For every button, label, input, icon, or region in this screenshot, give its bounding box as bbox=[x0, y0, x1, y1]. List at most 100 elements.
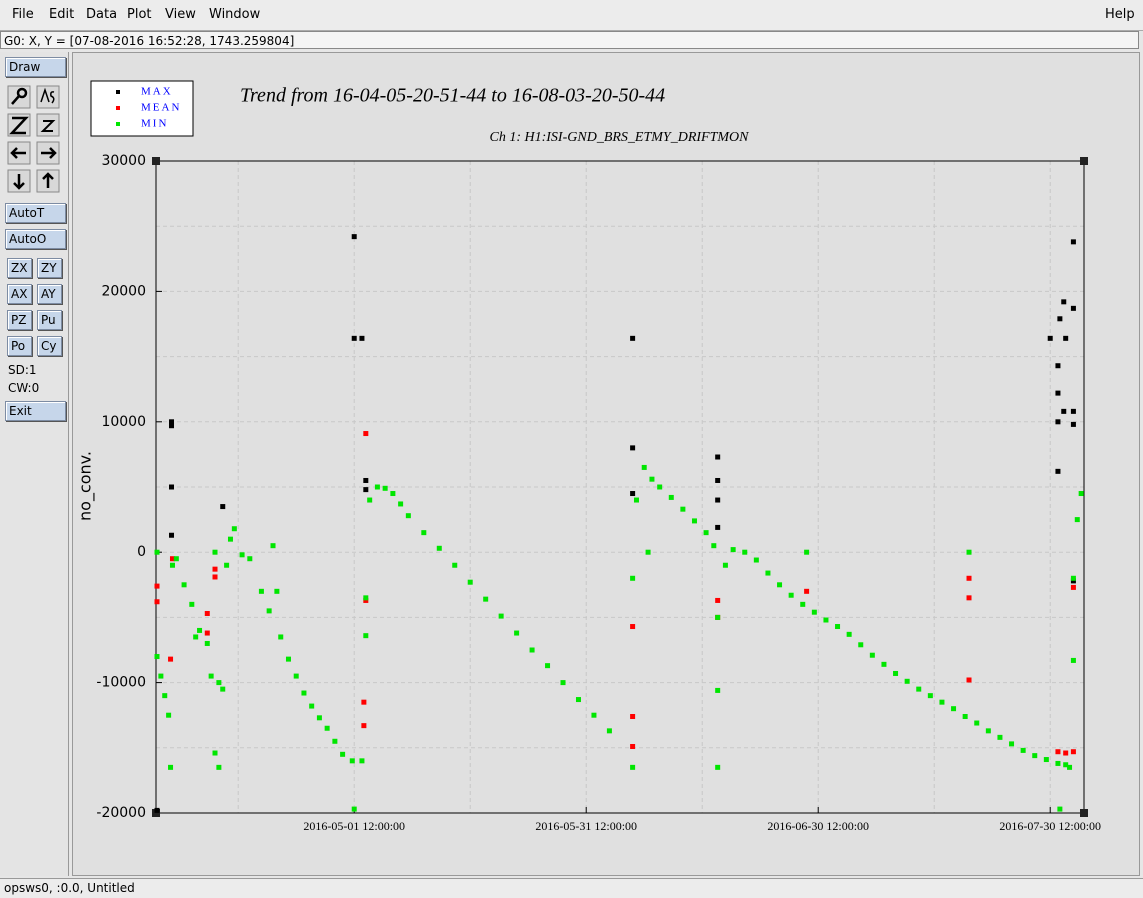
data-point bbox=[154, 654, 160, 660]
data-point bbox=[630, 335, 636, 341]
grid-button[interactable]: ZY bbox=[37, 258, 62, 278]
data-point bbox=[220, 686, 226, 692]
y-axis-label: no_conv. bbox=[76, 451, 96, 521]
data-point bbox=[285, 656, 291, 662]
data-point bbox=[641, 464, 647, 470]
data-point bbox=[1074, 517, 1080, 523]
status-line: G0: X, Y = [07-08-2016 16:52:28, 1743.25… bbox=[0, 31, 1139, 49]
data-point bbox=[1020, 747, 1026, 753]
data-point bbox=[1070, 408, 1076, 414]
legend-label: MIN bbox=[141, 118, 168, 130]
y-tick-label: 10000 bbox=[101, 414, 146, 430]
data-point bbox=[974, 720, 980, 726]
data-point bbox=[1009, 741, 1015, 747]
auto-button[interactable]: AutoO bbox=[5, 229, 66, 249]
grid-button[interactable]: Pu bbox=[37, 310, 62, 330]
data-point bbox=[204, 640, 210, 646]
data-point bbox=[966, 677, 972, 683]
menu-item[interactable]: Window bbox=[209, 7, 261, 22]
icon-buttons bbox=[7, 85, 60, 193]
data-point bbox=[361, 723, 367, 729]
data-point bbox=[212, 574, 218, 580]
menu-item[interactable]: Plot bbox=[127, 7, 152, 22]
data-point bbox=[1067, 764, 1073, 770]
data-point bbox=[363, 597, 369, 603]
data-point bbox=[301, 690, 307, 696]
data-point bbox=[657, 484, 663, 490]
data-point bbox=[316, 715, 322, 721]
data-point bbox=[351, 234, 357, 240]
data-point bbox=[1055, 419, 1061, 425]
x-tick-label: 2016-06-30 12:00:00 bbox=[767, 819, 869, 833]
data-point bbox=[1070, 657, 1076, 663]
data-point bbox=[227, 536, 233, 542]
y-tick-label: 30000 bbox=[101, 153, 146, 169]
menu-item[interactable]: View bbox=[165, 7, 196, 22]
data-point bbox=[367, 497, 373, 503]
data-point bbox=[1070, 584, 1076, 590]
data-point bbox=[742, 549, 748, 555]
data-point bbox=[560, 680, 566, 686]
auto-button[interactable]: AutoT bbox=[5, 203, 66, 223]
data-point bbox=[1055, 760, 1061, 766]
frame-corner bbox=[152, 157, 160, 165]
data-point bbox=[753, 557, 759, 563]
data-point bbox=[361, 699, 367, 705]
menu-item[interactable]: Data bbox=[86, 7, 118, 22]
toolbar: Draw AutoT AutoO ZX ZY AX AY PZ Pu Po Cy… bbox=[0, 52, 69, 876]
data-point bbox=[545, 663, 551, 669]
data-point bbox=[363, 595, 369, 601]
data-point bbox=[715, 687, 721, 693]
frame-corner bbox=[1080, 809, 1088, 817]
data-point bbox=[869, 652, 875, 658]
menu-item[interactable]: File bbox=[12, 7, 34, 22]
data-point bbox=[668, 494, 674, 500]
data-point bbox=[168, 656, 174, 662]
data-point bbox=[1055, 749, 1061, 755]
data-point bbox=[823, 617, 829, 623]
data-point bbox=[359, 335, 365, 341]
data-point bbox=[788, 592, 794, 598]
grid-button[interactable]: PZ bbox=[7, 310, 32, 330]
data-point bbox=[162, 693, 168, 699]
data-point bbox=[168, 764, 174, 770]
data-point bbox=[498, 613, 504, 619]
data-point bbox=[483, 596, 489, 602]
data-point bbox=[1078, 491, 1084, 497]
grid-button[interactable]: Po bbox=[7, 336, 32, 356]
data-point bbox=[1063, 762, 1069, 768]
data-point bbox=[1070, 578, 1076, 584]
data-point bbox=[1055, 363, 1061, 369]
menu-item[interactable]: Help bbox=[1105, 7, 1135, 22]
data-point bbox=[691, 518, 697, 524]
data-point bbox=[405, 513, 411, 519]
data-point bbox=[169, 556, 175, 562]
grid-button[interactable]: AX bbox=[7, 284, 32, 304]
info-label: CW:0 bbox=[8, 381, 40, 395]
data-point bbox=[722, 562, 728, 568]
data-point bbox=[467, 579, 473, 585]
y-tick-label: -10000 bbox=[96, 675, 146, 691]
data-point bbox=[630, 575, 636, 581]
data-point bbox=[962, 714, 968, 720]
grid-button[interactable]: AY bbox=[37, 284, 62, 304]
menu-item[interactable]: Edit bbox=[49, 7, 75, 22]
data-point bbox=[927, 693, 933, 699]
data-point bbox=[212, 566, 218, 572]
data-point bbox=[939, 699, 945, 705]
grid-button[interactable]: ZX bbox=[7, 258, 32, 278]
data-point bbox=[966, 595, 972, 601]
data-point bbox=[630, 624, 636, 630]
data-point bbox=[715, 597, 721, 603]
data-point bbox=[212, 750, 218, 756]
grid-button[interactable]: Cy bbox=[37, 336, 62, 356]
data-point bbox=[154, 549, 160, 555]
data-point bbox=[158, 673, 164, 679]
data-point bbox=[846, 631, 852, 637]
plot-frame bbox=[155, 160, 1085, 814]
exit-button[interactable]: Exit bbox=[5, 401, 66, 421]
draw-button[interactable]: Draw bbox=[5, 57, 66, 77]
data-point bbox=[363, 431, 369, 437]
data-point bbox=[189, 601, 195, 607]
data-point bbox=[382, 485, 388, 491]
